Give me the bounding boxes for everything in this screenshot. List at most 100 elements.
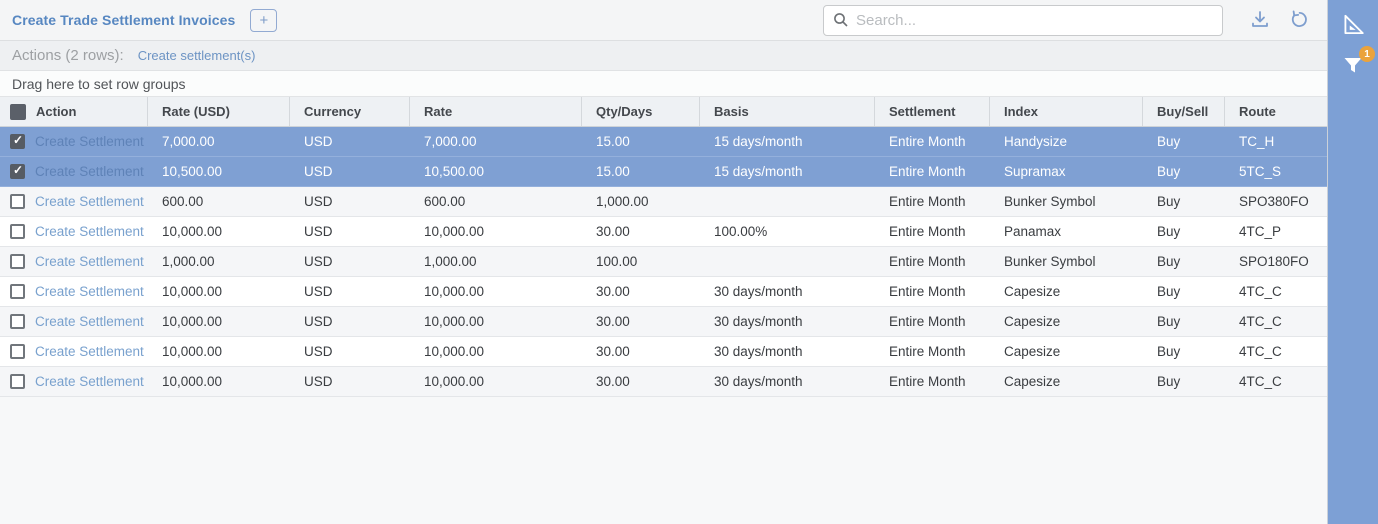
add-button[interactable]: +: [250, 8, 278, 32]
route-cell: 4TC_P: [1239, 224, 1282, 239]
route-cell: 4TC_C: [1239, 314, 1282, 329]
table-row[interactable]: Create Settlement 1,000.00 USD 1,000.00 …: [0, 247, 1327, 277]
rate-cell: 10,000.00: [424, 224, 485, 239]
index-cell: Bunker Symbol: [1004, 194, 1096, 209]
column-header-route[interactable]: Route: [1239, 104, 1276, 119]
column-header-currency[interactable]: Currency: [290, 97, 410, 126]
column-header-action[interactable]: Action: [0, 97, 148, 126]
row-checkbox[interactable]: [10, 254, 25, 269]
action-cell: Create Settlement: [0, 367, 148, 396]
rate-usd-cell: 1,000.00: [162, 254, 215, 269]
table-row[interactable]: Create Settlement 10,000.00 USD 10,000.0…: [0, 277, 1327, 307]
qty-days-cell: 15.00: [596, 164, 630, 179]
index-cell: Capesize: [1004, 374, 1061, 389]
select-all-checkbox[interactable]: [10, 103, 26, 120]
row-group-dropzone[interactable]: Drag here to set row groups: [0, 71, 1327, 97]
buy-sell-cell: Buy: [1157, 134, 1181, 149]
rate-cell: 7,000.00: [424, 134, 477, 149]
rate-cell: 1,000.00: [424, 254, 477, 269]
settlement-cell: Entire Month: [889, 374, 966, 389]
column-header-rate-usd[interactable]: Rate (USD): [148, 97, 290, 126]
table-row[interactable]: Create Settlement 600.00 USD 600.00 1,00…: [0, 187, 1327, 217]
create-settlement-link[interactable]: Create Settlement: [35, 314, 144, 329]
qty-days-cell: 30.00: [596, 284, 630, 299]
basis-cell: 30 days/month: [714, 314, 803, 329]
currency-cell: USD: [304, 344, 333, 359]
search-input[interactable]: [856, 11, 1213, 29]
row-checkbox[interactable]: [10, 344, 25, 359]
column-header-basis[interactable]: Basis: [700, 97, 875, 126]
table-row[interactable]: Create Settlement 10,000.00 USD 10,000.0…: [0, 307, 1327, 337]
row-checkbox[interactable]: [10, 374, 25, 389]
create-settlements-link[interactable]: Create settlement(s): [137, 48, 256, 63]
filter-icon: [1344, 58, 1362, 73]
column-header-qty-days[interactable]: Qty/Days: [582, 97, 700, 126]
download-icon: [1252, 11, 1268, 27]
buy-sell-cell: Buy: [1157, 164, 1181, 179]
action-cell: Create Settlement: [0, 157, 148, 186]
action-cell: Create Settlement: [0, 187, 148, 216]
create-settlement-link[interactable]: Create Settlement: [35, 194, 144, 209]
column-header-rate[interactable]: Rate: [410, 97, 582, 126]
qty-days-cell: 30.00: [596, 374, 630, 389]
row-checkbox[interactable]: [10, 163, 25, 179]
rate-usd-cell: 10,000.00: [162, 344, 223, 359]
row-checkbox[interactable]: [10, 133, 25, 149]
rate-cell: 600.00: [424, 194, 466, 209]
set-square-button[interactable]: [1338, 10, 1368, 40]
top-toolbar: Create Trade Settlement Invoices +: [0, 0, 1327, 41]
create-settlement-link[interactable]: Create Settlement: [35, 164, 144, 179]
route-cell: TC_H: [1239, 134, 1275, 149]
route-cell: SPO380FO: [1239, 194, 1309, 209]
settlement-cell: Entire Month: [889, 284, 966, 299]
table-row[interactable]: Create Settlement 10,000.00 USD 10,000.0…: [0, 217, 1327, 247]
create-settlement-link[interactable]: Create Settlement: [35, 134, 144, 149]
create-settlement-link[interactable]: Create Settlement: [35, 374, 144, 389]
search-box[interactable]: [823, 4, 1223, 36]
rate-usd-cell: 10,000.00: [162, 224, 223, 239]
table-row[interactable]: Create Settlement 7,000.00 USD 7,000.00 …: [0, 127, 1327, 157]
grid-empty-area: [0, 397, 1327, 524]
column-header-buy-sell[interactable]: Buy/Sell: [1143, 97, 1225, 126]
create-settlement-link[interactable]: Create Settlement: [35, 284, 144, 299]
basis-cell: 100.00%: [714, 224, 768, 239]
tool-sidebar: 1: [1327, 0, 1378, 524]
row-checkbox[interactable]: [10, 314, 25, 329]
filter-button[interactable]: 1: [1338, 46, 1375, 80]
actions-label: Actions (2 rows):: [12, 47, 124, 64]
reset-button[interactable]: [1283, 5, 1313, 35]
action-cell: Create Settlement: [0, 217, 148, 246]
action-cell: Create Settlement: [0, 127, 148, 156]
create-settlement-link[interactable]: Create Settlement: [35, 254, 144, 269]
table-row[interactable]: Create Settlement 10,000.00 USD 10,000.0…: [0, 367, 1327, 397]
row-checkbox[interactable]: [10, 224, 25, 239]
table-row[interactable]: Create Settlement 10,500.00 USD 10,500.0…: [0, 157, 1327, 187]
basis-cell: [700, 247, 875, 276]
rate-usd-cell: 10,000.00: [162, 284, 223, 299]
rate-cell: 10,000.00: [424, 374, 485, 389]
download-button[interactable]: [1245, 5, 1275, 35]
row-checkbox[interactable]: [10, 284, 25, 299]
actions-bar: Actions (2 rows): Create settlement(s): [0, 41, 1327, 71]
rate-cell: 10,000.00: [424, 344, 485, 359]
action-cell: Create Settlement: [0, 247, 148, 276]
create-settlement-link[interactable]: Create Settlement: [35, 224, 144, 239]
column-header-label: Action: [36, 104, 77, 119]
action-cell: Create Settlement: [0, 277, 148, 306]
currency-cell: USD: [304, 254, 333, 269]
create-settlement-link[interactable]: Create Settlement: [35, 344, 144, 359]
rate-usd-cell: 7,000.00: [162, 134, 215, 149]
buy-sell-cell: Buy: [1157, 344, 1181, 359]
table-row[interactable]: Create Settlement 10,000.00 USD 10,000.0…: [0, 337, 1327, 367]
action-cell: Create Settlement: [0, 307, 148, 336]
currency-cell: USD: [304, 314, 333, 329]
row-checkbox[interactable]: [10, 194, 25, 209]
column-header-settlement[interactable]: Settlement: [875, 97, 990, 126]
index-cell: Capesize: [1004, 344, 1061, 359]
column-header-index[interactable]: Index: [990, 97, 1143, 126]
buy-sell-cell: Buy: [1157, 314, 1181, 329]
settlement-cell: Entire Month: [889, 164, 966, 179]
buy-sell-cell: Buy: [1157, 374, 1181, 389]
basis-cell: 15 days/month: [714, 134, 803, 149]
